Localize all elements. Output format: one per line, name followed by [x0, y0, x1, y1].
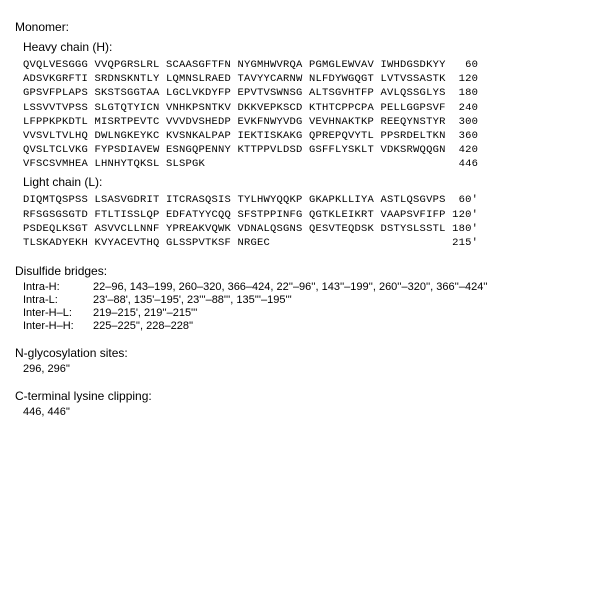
cterm-title: C-terminal lysine clipping: — [15, 389, 585, 403]
disulfide-value: 23'–88', 135'–195', 23'''–88''', 135'''–… — [93, 294, 292, 306]
disulfide-section: Disulfide bridges: Intra-H:22–96, 143–19… — [15, 264, 585, 332]
light-chain-sequence: DIQMTQSPSS LSASVGDRIT ITCRASQSIS TYLHWYQ… — [23, 193, 585, 250]
nglyc-section: N-glycosylation sites: 296, 296'' — [15, 346, 585, 375]
cterm-section: C-terminal lysine clipping: 446, 446'' — [15, 389, 585, 418]
disulfide-title: Disulfide bridges: — [15, 264, 585, 278]
heavy-chain-sequence: QVQLVESGGG VVQPGRSLRL SCAASGFTFN NYGMHWV… — [23, 58, 585, 171]
disulfide-row: Inter-H–L:219–215', 219''–215''' — [23, 307, 585, 319]
disulfide-key: Inter-H–L: — [23, 307, 93, 319]
disulfide-row: Intra-H:22–96, 143–199, 260–320, 366–424… — [23, 281, 585, 293]
disulfide-value: 22–96, 143–199, 260–320, 366–424, 22''–9… — [93, 281, 488, 293]
disulfide-value: 225–225'', 228–228'' — [93, 320, 193, 332]
disulfide-key: Intra-H: — [23, 281, 93, 293]
disulfide-row: Intra-L:23'–88', 135'–195', 23'''–88''',… — [23, 294, 585, 306]
nglyc-title: N-glycosylation sites: — [15, 346, 585, 360]
nglyc-value: 296, 296'' — [23, 363, 70, 375]
heavy-chain-label: Heavy chain (H): — [23, 40, 585, 54]
disulfide-value: 219–215', 219''–215''' — [93, 307, 197, 319]
disulfide-row: Inter-H–H:225–225'', 228–228'' — [23, 320, 585, 332]
cterm-value: 446, 446'' — [23, 406, 70, 418]
monomer-label: Monomer: — [15, 20, 585, 34]
disulfide-key: Inter-H–H: — [23, 320, 93, 332]
disulfide-key: Intra-L: — [23, 294, 93, 306]
light-chain-label: Light chain (L): — [23, 175, 585, 189]
